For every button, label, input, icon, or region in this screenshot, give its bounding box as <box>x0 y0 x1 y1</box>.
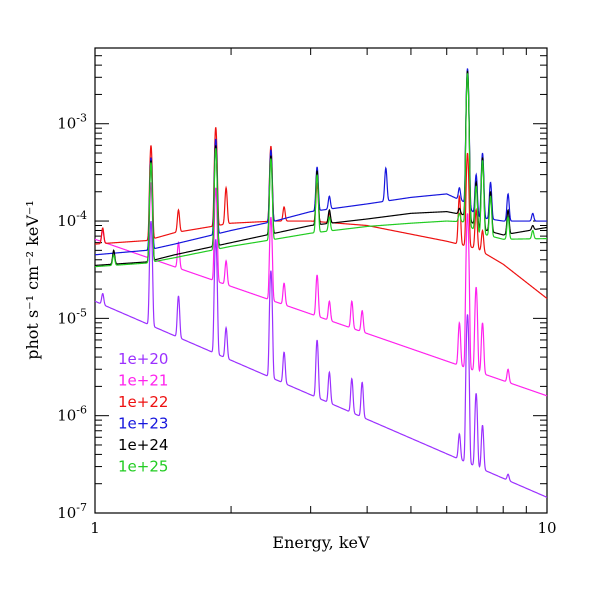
legend-entry: 1e+25 <box>118 458 168 476</box>
y-tick-label: 10-5 <box>57 306 87 327</box>
y-tick-label: 10-4 <box>57 209 87 230</box>
x-tick-label: 10 <box>537 519 556 537</box>
axis-ticks <box>94 47 548 514</box>
legend-entry: 1e+23 <box>118 415 168 433</box>
legend-entry: 1e+24 <box>118 436 168 454</box>
series-line-3 <box>94 127 548 299</box>
legend: 1e+20 1e+21 1e+22 1e+23 1e+24 1e+25 <box>118 350 168 476</box>
series-line-5 <box>94 70 548 267</box>
y-tick-label: 10-6 <box>57 404 87 425</box>
series-lines <box>94 68 548 498</box>
series-line-1 <box>94 220 548 498</box>
x-tick-label: 1 <box>90 519 100 537</box>
y-tick-label: 10-7 <box>57 501 87 522</box>
y-axis-title: phot s⁻¹ cm⁻² keV⁻¹ <box>23 200 42 360</box>
legend-entry: 1e+20 <box>118 350 168 368</box>
x-axis-title: Energy, keV <box>272 533 370 552</box>
series-line-4 <box>94 68 547 256</box>
tick-labels: 1 10 10-7 10-6 10-5 10-4 10-3 <box>57 112 556 537</box>
series-line-6 <box>94 73 547 268</box>
series-line-2 <box>94 182 548 397</box>
legend-entry: 1e+22 <box>118 393 168 411</box>
legend-entry: 1e+21 <box>118 372 168 390</box>
y-tick-label: 10-3 <box>57 112 87 133</box>
plot-frame <box>94 47 548 514</box>
